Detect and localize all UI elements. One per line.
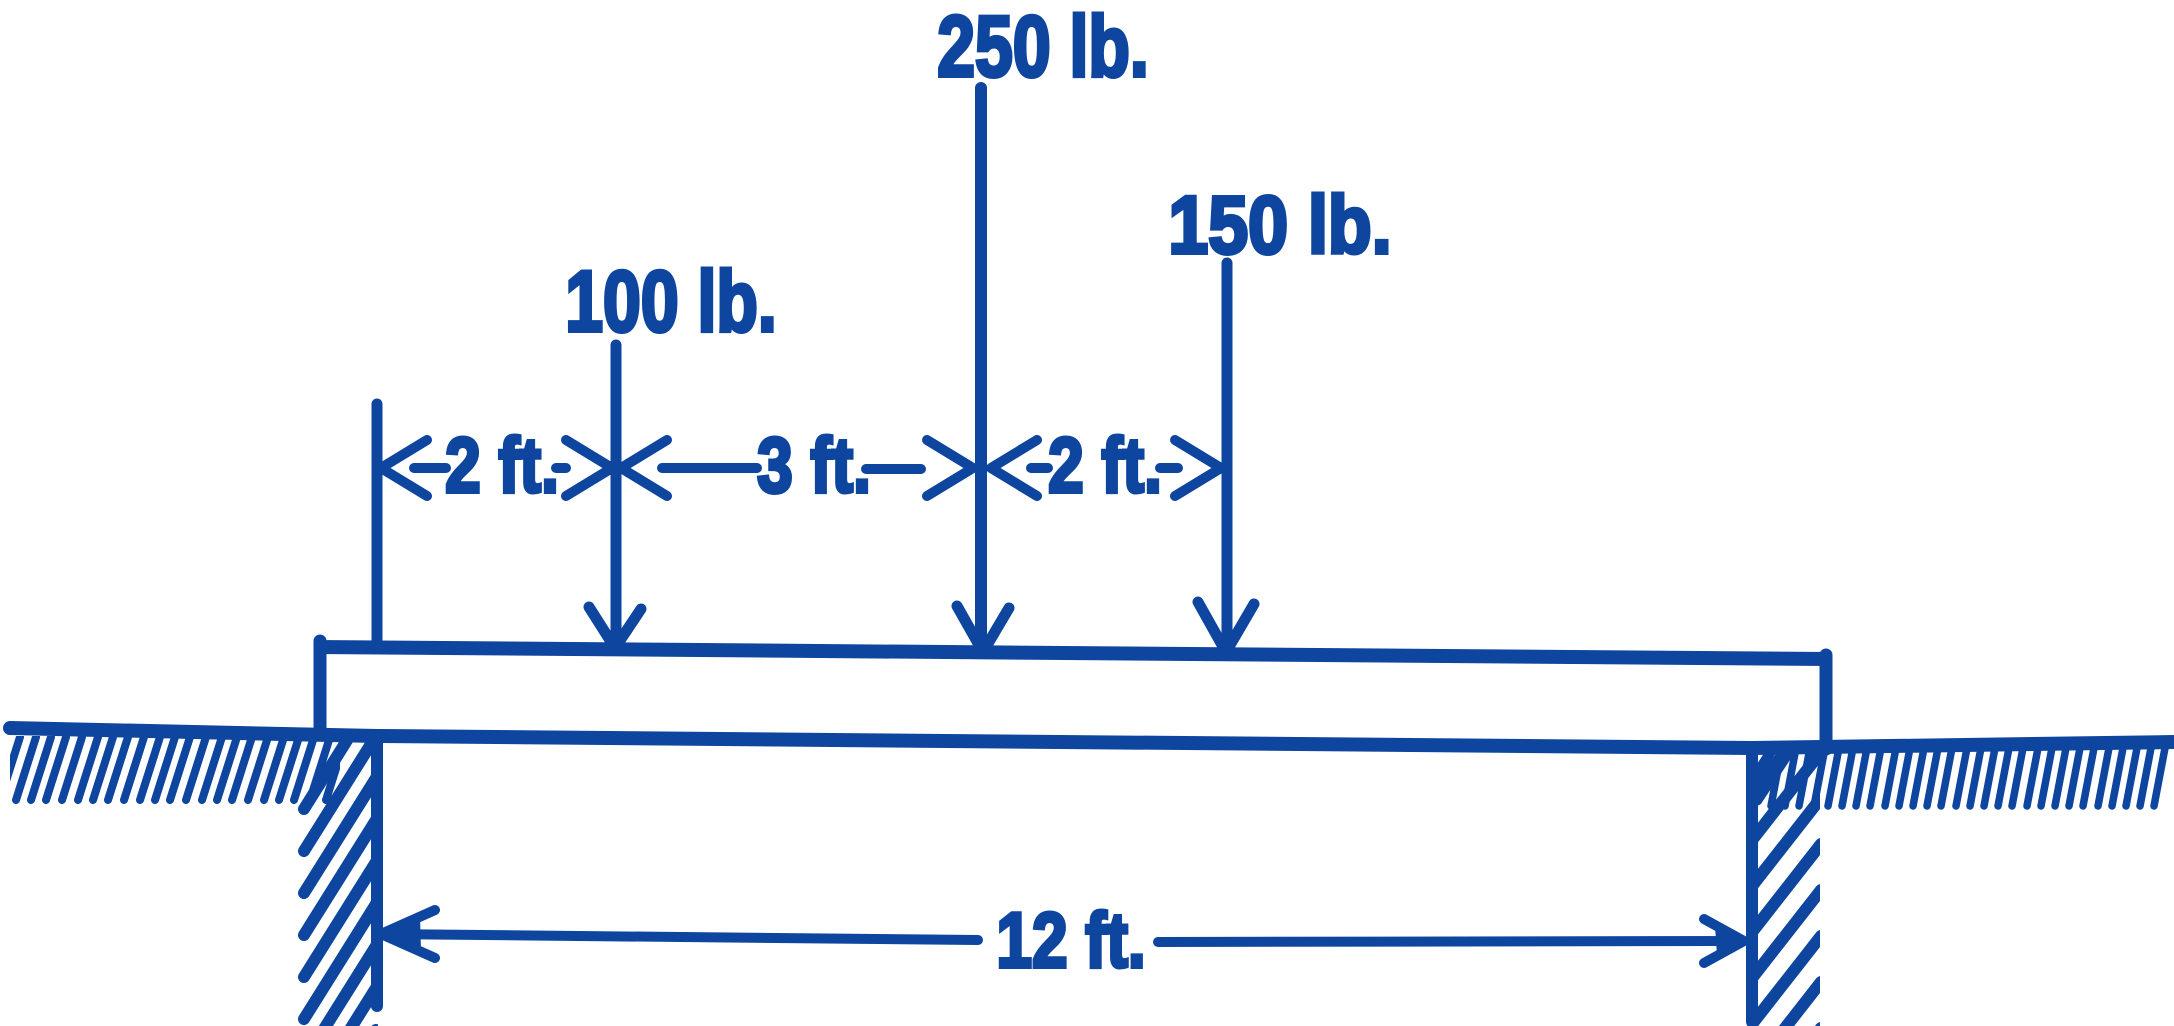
svg-text:150 lb.: 150 lb.: [1168, 180, 1391, 272]
svg-text:100 lb.: 100 lb.: [565, 254, 776, 349]
svg-text:3 ft.: 3 ft.: [757, 422, 871, 509]
svg-text:2 ft.: 2 ft.: [445, 422, 559, 509]
svg-text:2 ft.: 2 ft.: [1048, 422, 1162, 509]
svg-text:12 ft.: 12 ft.: [996, 897, 1145, 984]
svg-text:250 lb.: 250 lb.: [937, 0, 1148, 95]
